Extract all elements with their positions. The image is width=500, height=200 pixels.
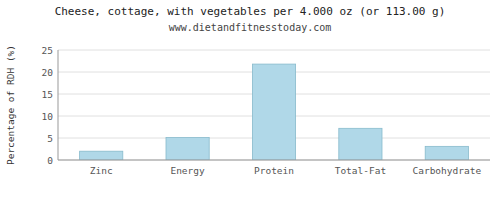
y-tick-label: 5 — [47, 133, 53, 144]
subtitle: www.dietandfitnesstoday.com — [169, 22, 332, 33]
title: Cheese, cottage, with vegetables per 4.0… — [55, 5, 446, 18]
x-tick-label: Protein — [254, 165, 294, 176]
y-tick-label: 15 — [42, 89, 53, 100]
y-tick-label: 20 — [42, 67, 54, 78]
y-tick-label: 25 — [42, 45, 53, 56]
bar — [80, 151, 123, 160]
y-tick-label: 0 — [47, 155, 53, 166]
grid-line — [58, 50, 490, 51]
bar — [339, 128, 382, 160]
grid — [58, 50, 490, 160]
y-axis — [58, 50, 59, 160]
y-tick-label: 10 — [42, 111, 54, 122]
bar — [252, 64, 295, 160]
x-tick-label: Total-Fat — [335, 165, 386, 176]
x-tick-label: Zinc — [90, 165, 113, 176]
chart: Cheese, cottage, with vegetables per 4.0… — [0, 0, 500, 200]
x-tick-label: Carbohydrate — [412, 165, 481, 176]
x-axis — [58, 160, 490, 161]
grid-line — [58, 160, 490, 161]
bar — [166, 138, 209, 160]
bars — [80, 64, 469, 160]
x-tick-label: Energy — [170, 165, 205, 176]
y-axis-label: Percentage of RDH (%) — [5, 45, 16, 165]
bar — [425, 146, 468, 160]
